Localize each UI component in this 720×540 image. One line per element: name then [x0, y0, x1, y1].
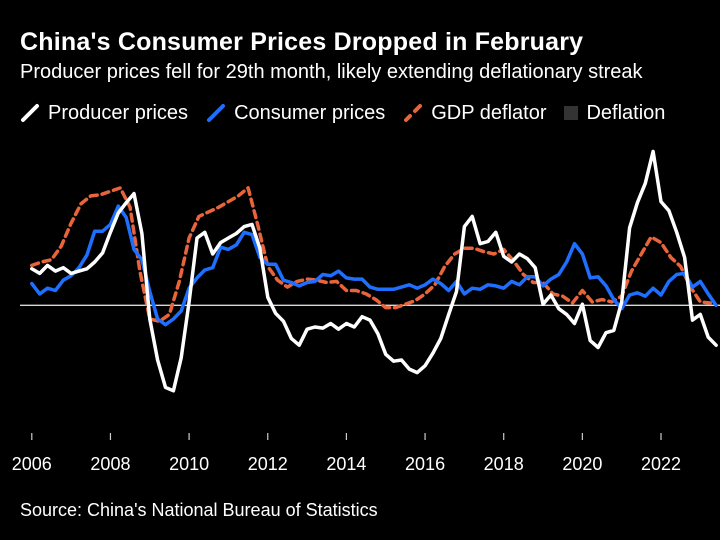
- source-note: Source: China's National Bureau of Stati…: [20, 500, 378, 520]
- chart-subtitle: Producer prices fell for 29th month, lik…: [20, 61, 643, 83]
- legend-swatch-gdp-deflator: [404, 104, 423, 122]
- legend-label-consumer-prices: Consumer prices: [234, 101, 386, 124]
- legend-label-deflation: Deflation: [586, 101, 666, 124]
- legend-item-producer-prices: Producer prices: [20, 102, 188, 125]
- x-tick-label-2008: 2008: [90, 454, 130, 474]
- series-line-consumer-prices: [30, 204, 718, 327]
- legend-swatch-consumer-prices: [207, 104, 226, 122]
- series-line-gdp-deflator: [30, 186, 712, 324]
- legend-item-deflation: Deflation: [564, 102, 665, 125]
- x-tick-label-2010: 2010: [169, 454, 209, 474]
- legend-swatch-deflation: [564, 106, 579, 120]
- x-tick-label-2012: 2012: [248, 454, 288, 474]
- x-tick-label-2016: 2016: [405, 454, 445, 474]
- x-tick-label-2014: 2014: [326, 454, 366, 474]
- chart-title: China's Consumer Prices Dropped in Febru…: [20, 28, 584, 56]
- chart-legend: Producer prices Consumer prices GDP defl…: [20, 101, 683, 125]
- legend-label-gdp-deflator: GDP deflator: [431, 101, 547, 124]
- legend-item-gdp-deflator: GDP deflator: [403, 102, 546, 125]
- legend-label-producer-prices: Producer prices: [48, 101, 189, 124]
- series-line-producer-prices: [30, 149, 718, 393]
- legend-swatch-producer-prices: [21, 104, 39, 122]
- x-tick-label-2020: 2020: [562, 454, 602, 474]
- x-tick-label-2018: 2018: [484, 454, 524, 474]
- x-tick-label-2022: 2022: [641, 454, 681, 474]
- x-tick-label-2006: 2006: [12, 454, 52, 474]
- legend-item-consumer-prices: Consumer prices: [206, 102, 385, 125]
